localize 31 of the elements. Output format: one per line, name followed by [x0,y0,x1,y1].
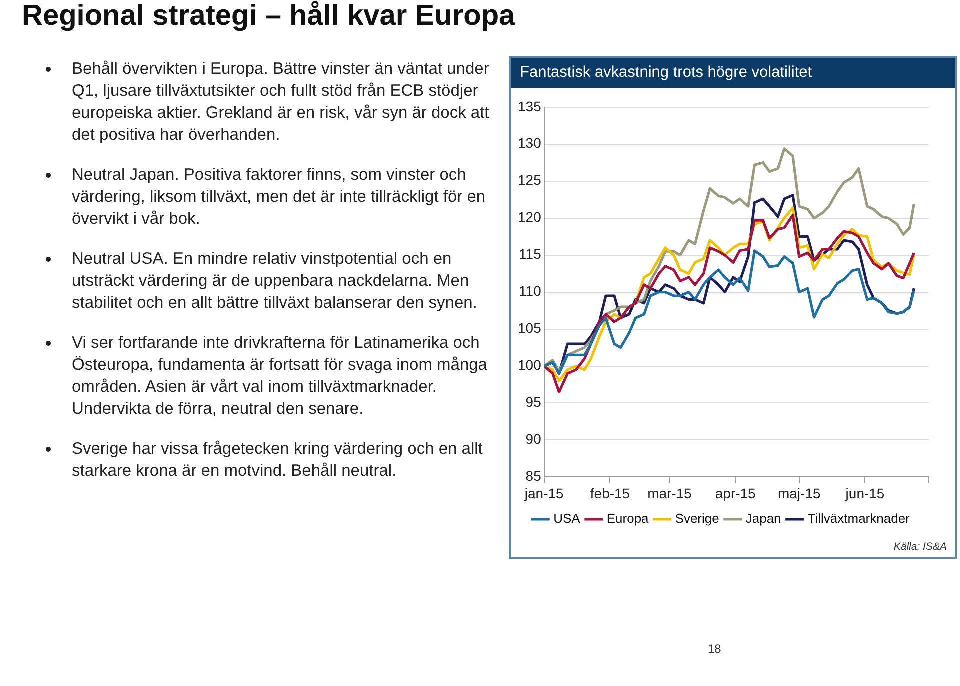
legend-label: Tillväxtmarknader [808,511,911,526]
y-tick-label: 90 [526,431,542,448]
legend-label: Europa [606,511,650,526]
x-tick-label: jun-15 [844,485,885,502]
legend-label: Sverige [675,511,720,526]
y-tick-label: 110 [519,283,542,300]
x-tick-label: feb-15 [590,485,630,502]
text: Neutral USA. En mindre relativ vinstpotential och en utsträckt värdering är de uppenbara nackdelarna. Men stabilitet och en allt bättre tillväxt balanserar den synen. [72,250,478,312]
x-tick-label: mar-15 [648,485,692,502]
text: 18 [708,642,722,656]
text: Behåll övervikten i Europa. Bättre vinster än väntat under Q1, ljusare tillväxtutsikter och fullt stöd från ECB stödjer europeiska aktier. Grekland är en risk, vår syn är dock att det positiva har överhanden. [72,60,490,144]
y-tick-label: 135 [518,98,542,114]
legend-label: Japan [746,511,782,526]
text: Sverige har vissa frågetecken kring värdering och en allt starkare krona är en motvind. Behåll neutral. [72,440,483,480]
y-tick-label: 95 [526,394,542,410]
y-tick-label: 125 [518,172,542,188]
x-tick-label: jan-15 [524,485,564,502]
text: Neutral Japan. Positiva faktorer finns, som vinster och värdering, liksom tillväxt, men det är inte tillräckligt för en övervikt i vår bok. [72,166,486,228]
x-tick-label: apr-15 [715,485,756,502]
y-tick-label: 100 [518,357,542,374]
y-tick-label: 130 [518,135,542,152]
y-tick-label: 105 [518,320,542,336]
x-tick-label: maj-15 [778,485,821,502]
text: Regional strategi – håll kvar Europa [22,0,516,33]
y-tick-label: 115 [519,246,542,262]
y-tick-label: 85 [526,468,542,484]
text: Vi ser fortfarande inte drivkrafterna för Latinamerika och Östeuropa, fundamenta är fortsatt för svaga inom många områden. Asien är vårt val inom tillväxtmarknader. Undervikta de förra, neutral den senare. [72,334,488,418]
legend-label: USA [554,511,581,526]
y-tick-label: 120 [518,209,542,226]
chart-subtitle: Fantastisk avkastning trots högre volatilitet [511,58,955,88]
text: Källa: IS&A [894,541,947,553]
